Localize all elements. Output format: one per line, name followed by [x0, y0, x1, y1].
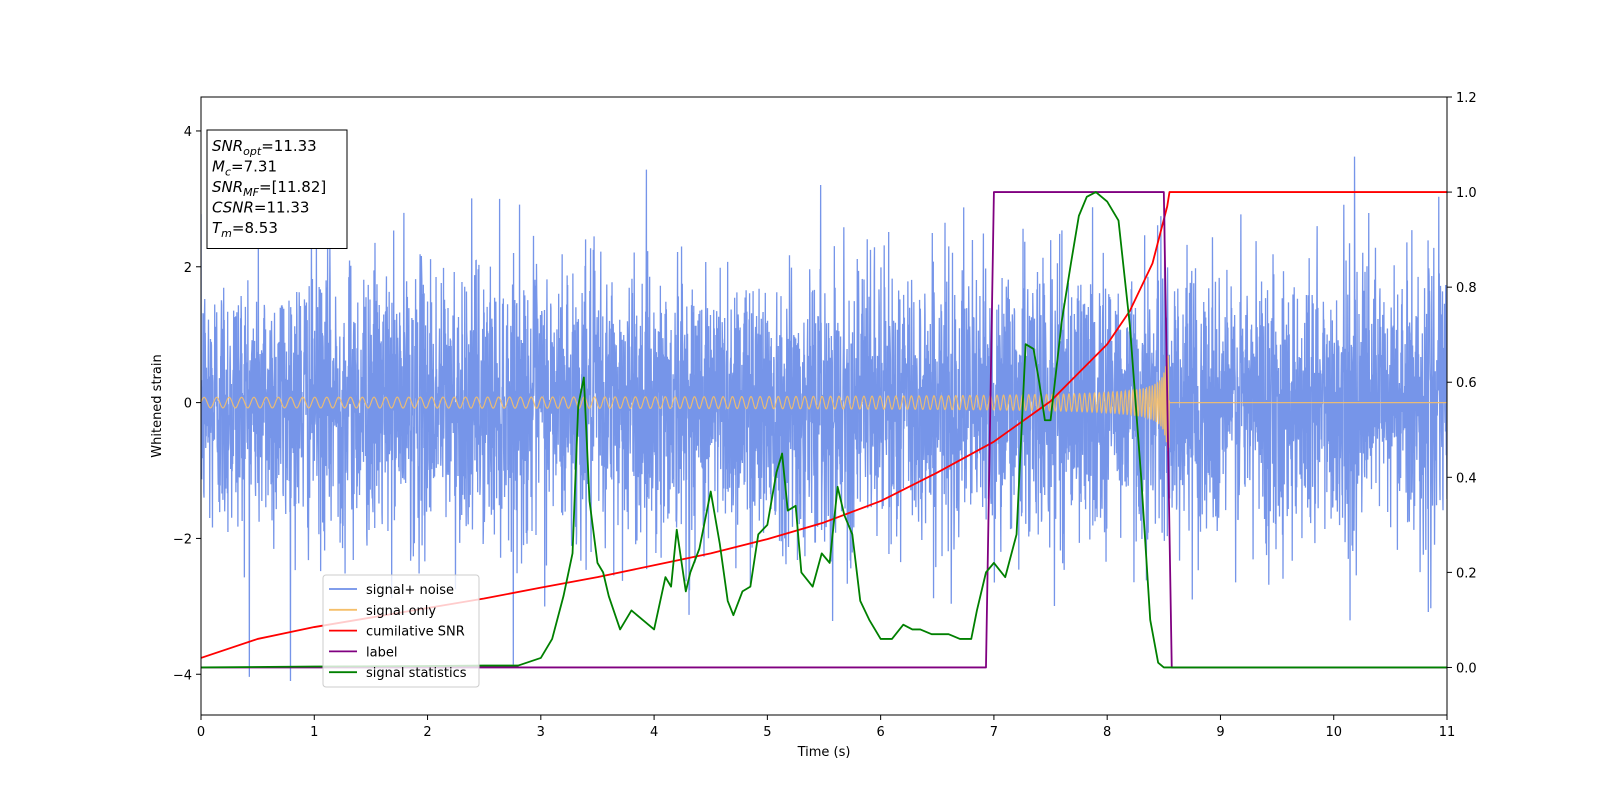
x-tick-label: 11 [1439, 725, 1456, 740]
annotation-line: CSNR=11.33 [212, 199, 309, 217]
legend-label: cumilative SNR [366, 625, 465, 640]
y-tick-label: 0 [184, 397, 192, 412]
x-tick-label: 5 [763, 725, 771, 740]
y-axis-right: 0.0 0.2 0.4 0.6 0.8 1.0 1.2 [1447, 91, 1477, 676]
annotation-line: SNRMF=[11.82] [212, 178, 326, 199]
x-tick-label: 3 [537, 725, 545, 740]
series-line-signal-noise [201, 156, 1447, 682]
x-tick-label: 7 [990, 725, 998, 740]
y-tick-label: −4 [173, 668, 192, 683]
y-tick-label: 2 [184, 261, 192, 276]
legend-label: signal+ noise [366, 583, 454, 598]
x-tick-label: 9 [1216, 725, 1224, 740]
series-signal-only [201, 355, 1447, 452]
x-tick-label: 2 [423, 725, 431, 740]
annotation-line: SNRopt=11.33 [212, 137, 317, 158]
y2-tick-label: 0.6 [1456, 376, 1477, 391]
y-tick-label: −2 [173, 532, 192, 547]
y2-tick-label: 1.0 [1456, 186, 1477, 201]
x-tick-label: 6 [876, 725, 884, 740]
annotation-box: SNRopt=11.33Mc=7.31SNRMF=[11.82]CSNR=11.… [206, 129, 348, 249]
x-tick-label: 1 [310, 725, 318, 740]
x-tick-label: 10 [1325, 725, 1342, 740]
series-signal-noise [201, 156, 1447, 682]
y-axis-label: Whitened strain [150, 354, 165, 457]
x-tick-label: 8 [1103, 725, 1111, 740]
y-tick-label: 4 [184, 125, 192, 140]
x-axis-label: Time (s) [797, 745, 851, 760]
legend: signal+ noise signal only cumilative SNR la… [322, 574, 480, 688]
y2-tick-label: 0.0 [1456, 661, 1477, 676]
y2-tick-label: 0.2 [1456, 566, 1477, 581]
annotation-line: Mc=7.31 [212, 158, 277, 179]
x-axis: 0 1 2 3 4 5 6 7 8 9 10 11 [197, 715, 1455, 740]
plot-frame [200, 96, 1448, 716]
annotation-line: Tm=8.53 [212, 219, 278, 240]
legend-label: label [366, 645, 397, 660]
legend-frame [322, 574, 480, 688]
series-line-signal-only [201, 355, 1447, 452]
series-line-signal-statistics [201, 191, 1447, 669]
annotation-frame [206, 129, 348, 249]
x-tick-label: 0 [197, 725, 205, 740]
legend-label: signal only [366, 604, 436, 619]
y2-tick-label: 0.4 [1456, 471, 1477, 486]
y2-tick-label: 1.2 [1456, 91, 1477, 106]
legend-label: signal statistics [366, 666, 467, 681]
y2-tick-label: 0.8 [1456, 281, 1477, 296]
x-tick-label: 4 [650, 725, 658, 740]
y-axis-left: −4 −2 0 2 4 [173, 125, 201, 683]
